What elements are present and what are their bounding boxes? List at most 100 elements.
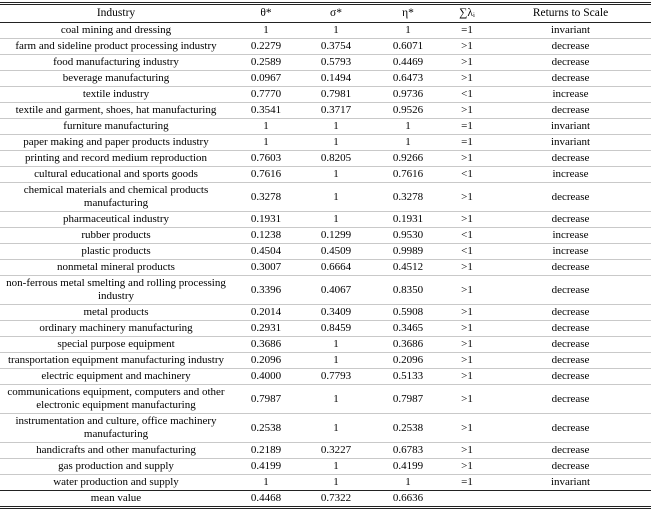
cell-sigma: 1 — [300, 211, 372, 228]
cell-sum-lambda: >1 — [444, 38, 490, 55]
cell-eta: 0.9736 — [372, 86, 444, 103]
cell-sum-lambda: >1 — [444, 304, 490, 321]
cell-industry: chemical materials and chemical products… — [0, 182, 232, 212]
cell-industry: farm and sideline product processing ind… — [0, 38, 232, 55]
cell-sum-lambda: >1 — [444, 458, 490, 475]
cell-sum-lambda: >1 — [444, 336, 490, 353]
cell-eta: 0.4469 — [372, 54, 444, 71]
cell-sigma: 0.7793 — [300, 368, 372, 385]
cell-sum-lambda: >1 — [444, 211, 490, 228]
cell-sigma: 0.1299 — [300, 227, 372, 244]
cell-returns-to-scale: invariant — [490, 118, 651, 135]
cell-industry: textile and garment, shoes, hat manufact… — [0, 102, 232, 119]
cell-sigma: 1 — [300, 166, 372, 183]
header-industry: Industry — [0, 3, 232, 23]
cell-eta: 0.6636 — [372, 490, 444, 508]
table-row: water production and supply 1 1 1 =1 invarian… — [0, 475, 651, 491]
cell-theta: 0.7987 — [232, 384, 300, 414]
cell-theta: 0.3686 — [232, 336, 300, 353]
cell-industry: gas production and supply — [0, 458, 232, 475]
cell-theta: 1 — [232, 134, 300, 151]
cell-sigma: 1 — [300, 336, 372, 353]
cell-returns-to-scale: decrease — [490, 320, 651, 337]
cell-sum-lambda: >1 — [444, 320, 490, 337]
cell-sigma: 1 — [300, 384, 372, 414]
cell-eta: 0.3465 — [372, 320, 444, 337]
cell-industry: beverage manufacturing — [0, 70, 232, 87]
cell-sigma: 0.4067 — [300, 275, 372, 305]
cell-returns-to-scale — [490, 490, 651, 508]
cell-returns-to-scale: decrease — [490, 54, 651, 71]
cell-theta: 0.3541 — [232, 102, 300, 119]
table-row: electric equipment and machinery 0.4000 0.… — [0, 368, 651, 385]
table-row: special purpose equipment 0.3686 1 0.3686 >1… — [0, 336, 651, 353]
cell-industry: water production and supply — [53, 476, 179, 488]
cell-theta: 0.4468 — [232, 490, 300, 508]
cell-sigma: 1 — [300, 352, 372, 369]
table-row: beverage manufacturing 0.0967 0.1494 0.6473… — [0, 70, 651, 87]
cell-eta: 0.6783 — [372, 442, 444, 459]
cell-theta: 0.7770 — [232, 86, 300, 103]
cell-eta: 0.5908 — [372, 304, 444, 321]
table-row: non-ferrous metal smelting and rolling p… — [0, 275, 651, 305]
cell-eta: 0.7616 — [372, 166, 444, 183]
cell-eta: 0.9989 — [372, 243, 444, 260]
cell-sigma: 1 — [300, 134, 372, 151]
cell-sigma: 1 — [333, 476, 339, 488]
cell-theta: 0.2589 — [232, 54, 300, 71]
cell-theta: 0.1238 — [232, 227, 300, 244]
cell-eta: 0.3686 — [372, 336, 444, 353]
cell-returns-to-scale: decrease — [490, 384, 651, 414]
cell-sigma: 0.7322 — [300, 490, 372, 508]
cell-returns-to-scale: invariant — [490, 134, 651, 151]
header-eta: η* — [372, 3, 444, 23]
cell-returns-to-scale: decrease — [490, 150, 651, 167]
cell-eta: 1 — [372, 118, 444, 135]
cell-industry: pharmaceutical industry — [0, 211, 232, 228]
cell-sum-lambda: =1 — [461, 476, 473, 488]
cell-sum-lambda: <1 — [444, 166, 490, 183]
table-row: textile industry 0.7770 0.7981 0.9736 <1 incr… — [0, 86, 651, 103]
cell-theta: 0.3007 — [232, 259, 300, 276]
table-body: coal mining and dressing 1 1 1 =1 invariant fa… — [0, 22, 651, 491]
cell-returns-to-scale: decrease — [490, 259, 651, 276]
cell-industry: communications equipment, computers and … — [0, 384, 232, 414]
cell-sum-lambda: >1 — [444, 275, 490, 305]
cell-sigma: 1 — [300, 22, 372, 39]
cell-returns-to-scale: increase — [490, 243, 651, 260]
table-row: nonmetal mineral products 0.3007 0.6664 0.4… — [0, 259, 651, 276]
cell-eta: 0.2538 — [372, 413, 444, 443]
mean-value-row: mean value 0.4468 0.7322 0.6636 — [0, 490, 651, 508]
table-row: printing and record medium reproduction 0… — [0, 150, 651, 167]
cell-sum-lambda: >1 — [444, 150, 490, 167]
table-row: food manufacturing industry 0.2589 0.5793 0… — [0, 54, 651, 71]
cell-industry: furniture manufacturing — [0, 118, 232, 135]
cell-sigma: 1 — [300, 118, 372, 135]
cell-returns-to-scale: decrease — [490, 275, 651, 305]
cell-industry: food manufacturing industry — [0, 54, 232, 71]
table-row: metal products 0.2014 0.3409 0.5908 >1 decrea… — [0, 304, 651, 321]
cell-theta: 0.2014 — [232, 304, 300, 321]
header-theta: θ* — [232, 3, 300, 23]
cell-sigma: 1 — [300, 458, 372, 475]
cell-industry: non-ferrous metal smelting and rolling p… — [0, 275, 232, 305]
cell-sum-lambda: <1 — [444, 86, 490, 103]
table-row: farm and sideline product processing ind… — [0, 38, 651, 55]
header-returns-to-scale: Returns to Scale — [490, 3, 651, 23]
cell-sum-lambda: >1 — [444, 368, 490, 385]
cell-eta: 0.1931 — [372, 211, 444, 228]
cell-industry: handicrafts and other manufacturing — [0, 442, 232, 459]
table-row: chemical materials and chemical products… — [0, 182, 651, 212]
cell-sum-lambda: >1 — [444, 102, 490, 119]
cell-sigma: 0.3754 — [300, 38, 372, 55]
cell-sum-lambda: >1 — [444, 259, 490, 276]
table-row: coal mining and dressing 1 1 1 =1 invariant — [0, 22, 651, 39]
cell-sigma: 1 — [300, 182, 372, 212]
cell-theta: 0.2189 — [232, 442, 300, 459]
cell-theta: 0.4000 — [232, 368, 300, 385]
table-header-row: Industry θ* σ* η* ∑λᵢ Returns to Scale — [0, 3, 651, 23]
cell-theta: 0.4199 — [232, 458, 300, 475]
cell-theta: 0.2931 — [232, 320, 300, 337]
table-row: plastic products 0.4504 0.4509 0.9989 <1 incr… — [0, 243, 651, 260]
